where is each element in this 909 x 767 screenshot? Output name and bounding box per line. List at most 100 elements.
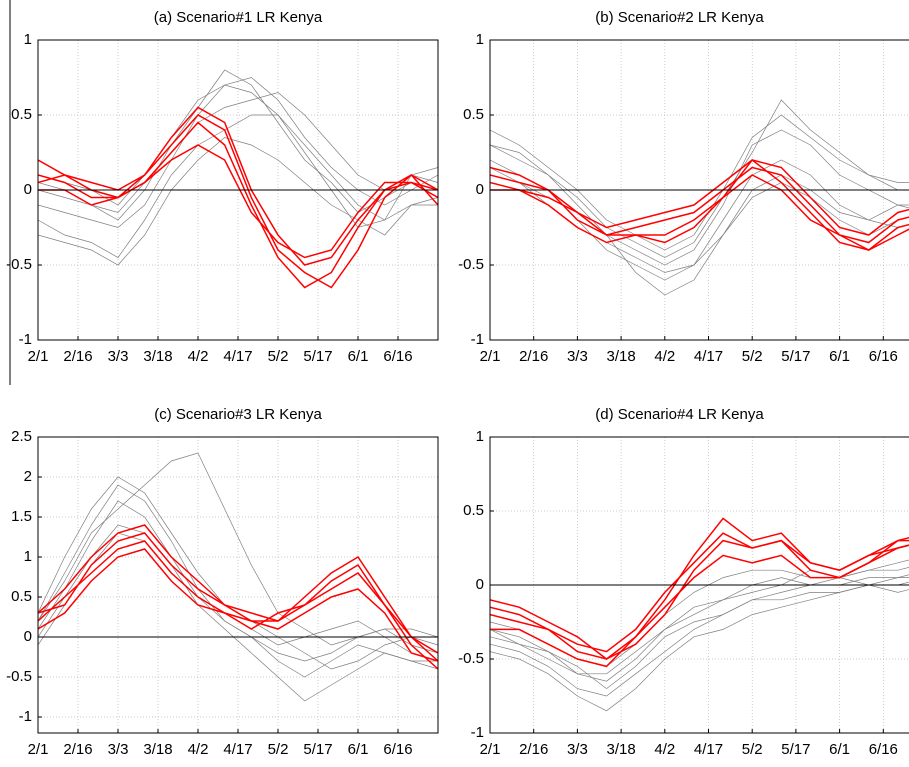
series-line [490,532,909,653]
x-tick-label: 2/1 [480,741,501,758]
series-line [490,581,909,690]
series-line [490,174,909,251]
x-tick-label: 3/18 [606,348,635,365]
y-tick-label: -1 [471,331,484,348]
chart-title: (b) Scenario#2 LR Kenya [595,9,764,26]
panel: (c) Scenario#3 LR Kenya 2/1 2/16 3/3 3/18 4/2… [6,406,439,758]
y-tick-label: 1 [24,31,32,48]
series-line [38,452,438,646]
series-line [38,92,438,213]
series-line [38,532,438,662]
y-tick-label: -1 [471,724,484,741]
y-tick-label: 0.5 [11,588,32,605]
x-tick-label: 5/2 [742,348,763,365]
chart-title: (d) Scenario#4 LR Kenya [595,406,764,423]
series-line [490,539,909,660]
series-line [490,99,909,258]
panel: (d) Scenario#4 LR Kenya 2/1 2/16 3/3 3/18 4/2… [458,406,909,758]
series-line [490,167,909,296]
x-tick-label: 2/1 [28,741,49,758]
series-line [38,532,438,678]
y-tick-label: 1.5 [11,508,32,525]
series-line [38,106,438,266]
x-tick-label: 4/17 [223,741,252,758]
y-tick-label: 0.5 [11,106,32,123]
x-tick-label: 3/3 [567,741,588,758]
x-tick-label: 4/2 [188,348,209,365]
x-tick-label: 6/16 [869,348,898,365]
x-tick-label: 2/16 [519,741,548,758]
series-line [38,121,438,289]
y-tick-label: 1 [476,31,484,48]
series-line [490,159,909,236]
x-tick-label: 4/2 [654,741,675,758]
x-tick-label: 2/1 [28,348,49,365]
x-tick-label: 6/1 [829,741,850,758]
y-tick-label: -1 [19,708,32,725]
x-tick-label: 5/17 [781,348,810,365]
y-tick-label: 1 [476,428,484,445]
x-tick-label: 3/3 [567,348,588,365]
y-tick-label: -0.5 [6,256,32,273]
x-tick-label: 2/1 [480,348,501,365]
x-tick-label: 4/17 [223,348,252,365]
chart-title: (a) Scenario#1 LR Kenya [154,9,323,26]
series-line [38,114,438,289]
x-tick-label: 5/2 [268,348,289,365]
x-tick-label: 6/1 [829,348,850,365]
y-tick-label: 0 [24,628,32,645]
y-tick-label: -0.5 [6,668,32,685]
y-tick-label: -0.5 [458,650,484,667]
plot-frame [37,39,439,341]
x-tick-label: 2/16 [63,741,92,758]
x-tick-label: 5/2 [742,741,763,758]
x-tick-label: 5/17 [303,348,332,365]
y-tick-label: 0.5 [463,106,484,123]
panel: (a) Scenario#1 LR Kenya 2/1 2/16 3/3 3/18 4/2… [6,9,439,365]
x-tick-label: 4/17 [694,741,723,758]
y-tick-label: -0.5 [458,256,484,273]
x-tick-label: 3/3 [108,741,129,758]
chart-title: (c) Scenario#3 LR Kenya [154,406,322,423]
x-tick-label: 6/1 [348,348,369,365]
y-tick-label: 0 [476,576,484,593]
x-tick-label: 2/16 [519,348,548,365]
x-tick-label: 5/17 [781,741,810,758]
x-tick-label: 3/3 [108,348,129,365]
series-line [490,158,909,251]
plot-frame [37,436,439,734]
y-tick-label: 0 [24,181,32,198]
y-tick-label: 2.5 [11,428,32,445]
y-tick-label: -1 [19,331,32,348]
x-tick-label: 6/1 [348,741,369,758]
x-tick-label: 5/2 [268,741,289,758]
series-line [490,517,909,660]
x-tick-label: 6/16 [869,741,898,758]
series-line [490,567,909,675]
x-tick-label: 6/16 [383,741,412,758]
series-line [38,524,438,702]
panel: (b) Scenario#2 LR Kenya 2/1 2/16 3/3 3/18 4/2… [458,9,909,365]
series-line [38,548,438,662]
plot-frame [489,436,909,734]
lines [490,517,909,712]
x-tick-label: 3/18 [143,741,172,758]
lines [38,69,438,289]
series-line [38,137,438,266]
x-tick-label: 6/16 [383,348,412,365]
y-tick-label: 0.5 [463,502,484,519]
x-tick-label: 2/16 [63,348,92,365]
x-tick-label: 4/17 [694,348,723,365]
y-tick-label: 2 [24,468,32,485]
x-tick-label: 5/17 [303,741,332,758]
series-line [490,584,909,712]
series-line [38,524,438,654]
y-tick-label: 0 [476,181,484,198]
plot-frame [489,39,909,341]
lines [38,452,438,702]
x-tick-label: 4/2 [654,348,675,365]
x-tick-label: 3/18 [606,741,635,758]
series-line [38,540,438,670]
